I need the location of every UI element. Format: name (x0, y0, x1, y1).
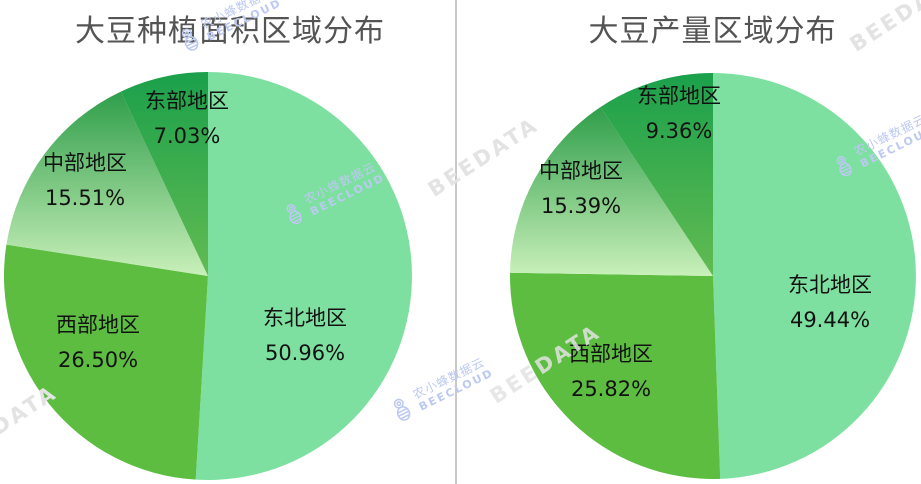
pie-production (510, 73, 916, 479)
watermark-beecloud: 农小蜂数据云 BEECLOUD (384, 354, 496, 427)
slice-label-pct: 9.36% (645, 119, 713, 143)
panel-divider (455, 0, 457, 484)
bee-icon (286, 204, 302, 225)
slice-label-pct: 49.44% (789, 308, 871, 332)
chart-title-production: 大豆产量区域分布 (588, 14, 837, 49)
slice-label-name: 西部地区 (569, 342, 653, 366)
slice-label-central: 中部地区 15.51% (43, 146, 127, 216)
slice-label-name: 东部地区 (145, 89, 229, 113)
pie-slice-east[interactable] (600, 73, 713, 276)
slice-label-name: 西部地区 (56, 313, 140, 337)
slice-label-pct: 50.96% (264, 341, 346, 365)
slice-label-northeast: 东北地区 49.44% (788, 268, 872, 338)
slice-label-pct: 7.03% (153, 124, 221, 148)
pie-planting-area (3, 72, 412, 480)
watermark-beecloud: 农小蜂数据云 BEECLOUD (172, 0, 284, 57)
bee-icon (393, 398, 411, 421)
pie-slice-west[interactable] (3, 244, 209, 480)
slice-label-west: 西部地区 25.82% (569, 337, 653, 407)
slice-label-pct: 15.51% (44, 186, 126, 210)
slice-label-pct: 15.39% (540, 194, 622, 218)
watermark-beecloud: 农小蜂数据云 BEECLOUD (827, 111, 921, 183)
slice-label-name: 东部地区 (637, 84, 721, 108)
slice-label-northeast: 东北地区 50.96% (263, 301, 347, 371)
slice-label-name: 东北地区 (263, 306, 347, 330)
pie-slice-northeast[interactable] (713, 73, 916, 479)
pie-slice-central[interactable] (6, 91, 209, 276)
slice-label-name: 中部地区 (43, 151, 127, 175)
pie-slice-central[interactable] (510, 107, 713, 276)
slice-label-name: 中部地区 (539, 159, 623, 183)
pie-slice-northeast[interactable] (195, 72, 412, 480)
slice-label-pct: 26.50% (57, 348, 139, 372)
slice-label-pct: 25.82% (570, 377, 652, 401)
chart-title-planting-area: 大豆种植面积区域分布 (75, 14, 385, 49)
slice-label-central: 中部地区 15.39% (539, 154, 623, 224)
slice-label-name: 东北地区 (788, 273, 872, 297)
slice-label-east: 东部地区 7.03% (145, 84, 229, 154)
pie-slice-east[interactable] (120, 72, 208, 276)
watermark-beecloud: 农小蜂数据云 BEECLOUD (277, 159, 387, 231)
pie-slice-west[interactable] (510, 272, 721, 479)
slice-label-east: 东部地区 9.36% (637, 79, 721, 149)
bee-icon (181, 28, 199, 51)
slice-label-west: 西部地区 26.50% (56, 308, 140, 378)
bee-icon (836, 156, 852, 177)
